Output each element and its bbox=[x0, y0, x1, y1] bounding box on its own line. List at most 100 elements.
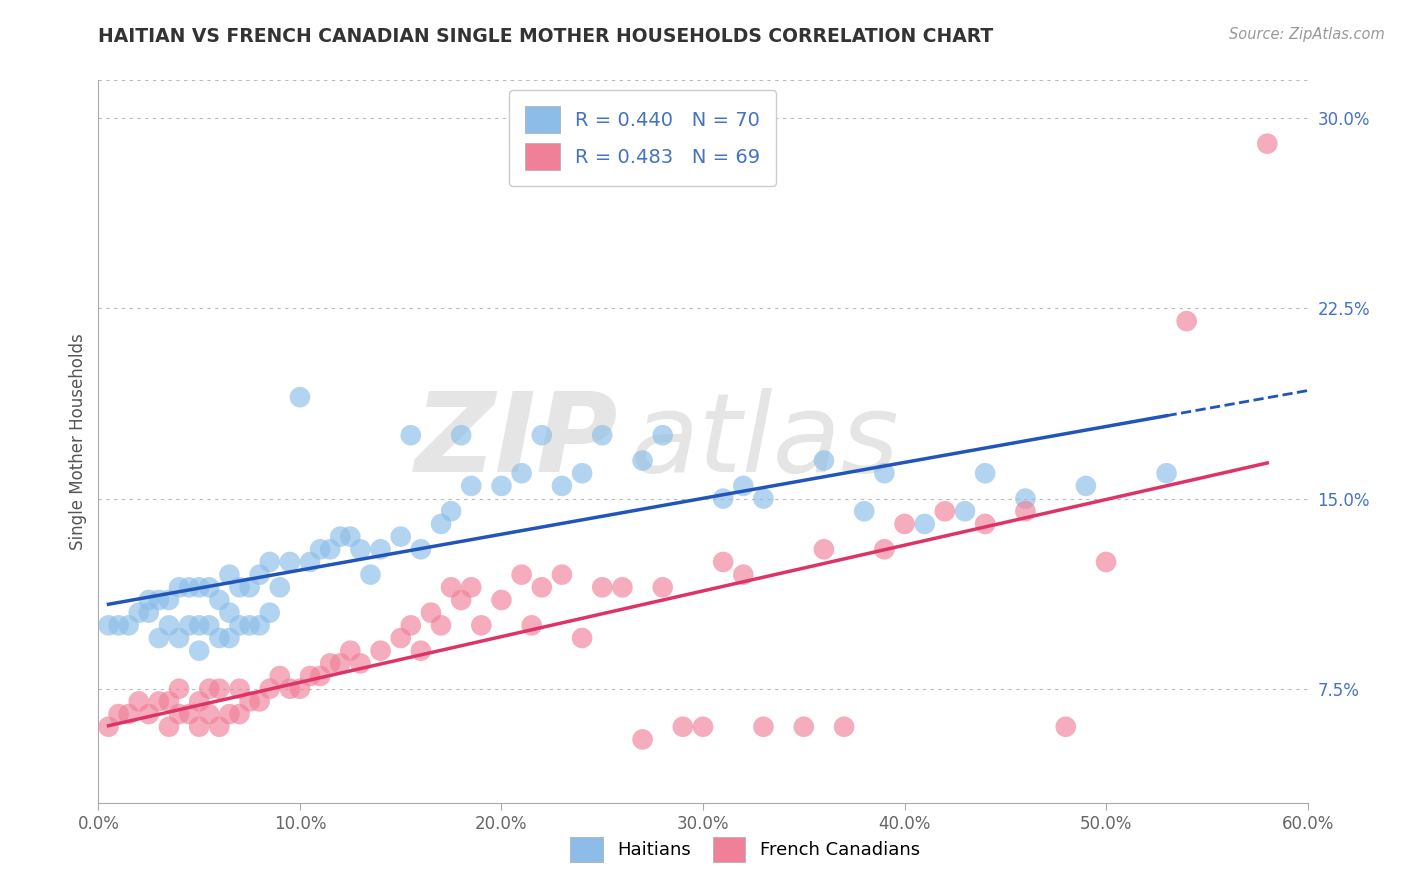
Point bbox=[319, 657, 342, 671]
Point bbox=[491, 479, 513, 493]
Point bbox=[329, 530, 352, 544]
Point bbox=[157, 720, 180, 734]
Point bbox=[399, 428, 422, 442]
Point bbox=[1074, 479, 1097, 493]
Point bbox=[208, 593, 231, 607]
Point bbox=[450, 428, 472, 442]
Point bbox=[1156, 467, 1178, 481]
Point bbox=[631, 453, 654, 467]
Point bbox=[309, 542, 332, 557]
Point bbox=[288, 681, 311, 696]
Y-axis label: Single Mother Households: Single Mother Households bbox=[69, 334, 87, 549]
Point bbox=[269, 669, 291, 683]
Point bbox=[167, 681, 190, 696]
Point bbox=[491, 593, 513, 607]
Point bbox=[1014, 491, 1036, 506]
Point bbox=[530, 428, 553, 442]
Point bbox=[179, 580, 201, 594]
Point bbox=[974, 467, 997, 481]
Point bbox=[188, 580, 211, 594]
Point bbox=[873, 542, 896, 557]
Point bbox=[612, 580, 634, 594]
Point bbox=[440, 580, 463, 594]
Point bbox=[752, 720, 775, 734]
Point bbox=[551, 479, 574, 493]
Point bbox=[288, 390, 311, 404]
Point bbox=[813, 542, 835, 557]
Point bbox=[208, 681, 231, 696]
Point bbox=[440, 504, 463, 518]
Point bbox=[208, 720, 231, 734]
Point bbox=[651, 428, 673, 442]
Point bbox=[188, 643, 211, 657]
Point bbox=[711, 491, 734, 506]
Point bbox=[571, 631, 593, 645]
Point bbox=[853, 504, 876, 518]
Point bbox=[1014, 504, 1036, 518]
Point bbox=[228, 618, 250, 632]
Point bbox=[249, 618, 271, 632]
Point bbox=[188, 618, 211, 632]
Point bbox=[157, 593, 180, 607]
Point bbox=[530, 580, 553, 594]
Point bbox=[389, 530, 412, 544]
Point bbox=[1095, 555, 1118, 569]
Point bbox=[259, 555, 281, 569]
Point bbox=[591, 580, 613, 594]
Point bbox=[239, 694, 262, 708]
Point bbox=[278, 681, 301, 696]
Point bbox=[893, 516, 915, 531]
Point bbox=[218, 631, 240, 645]
Point bbox=[510, 467, 533, 481]
Point bbox=[107, 618, 129, 632]
Point bbox=[349, 542, 371, 557]
Point bbox=[631, 732, 654, 747]
Point bbox=[188, 720, 211, 734]
Point bbox=[198, 681, 221, 696]
Point bbox=[370, 542, 392, 557]
Point bbox=[179, 707, 201, 722]
Point bbox=[319, 542, 342, 557]
Point bbox=[409, 542, 432, 557]
Point bbox=[299, 555, 322, 569]
Point bbox=[1256, 136, 1278, 151]
Point bbox=[711, 555, 734, 569]
Point bbox=[157, 694, 180, 708]
Point bbox=[551, 567, 574, 582]
Point bbox=[571, 467, 593, 481]
Legend: R = 0.440   N = 70, R = 0.483   N = 69: R = 0.440 N = 70, R = 0.483 N = 69 bbox=[509, 90, 776, 186]
Point bbox=[179, 618, 201, 632]
Point bbox=[228, 681, 250, 696]
Point bbox=[510, 567, 533, 582]
Point bbox=[914, 516, 936, 531]
Point bbox=[299, 669, 322, 683]
Point bbox=[409, 643, 432, 657]
Point bbox=[198, 580, 221, 594]
Point bbox=[97, 720, 120, 734]
Point bbox=[97, 618, 120, 632]
Point bbox=[278, 555, 301, 569]
Point bbox=[128, 606, 150, 620]
Legend: Haitians, French Canadians: Haitians, French Canadians bbox=[564, 830, 927, 870]
Point bbox=[349, 657, 371, 671]
Point bbox=[148, 694, 170, 708]
Point bbox=[832, 720, 855, 734]
Point bbox=[329, 657, 352, 671]
Point bbox=[460, 479, 482, 493]
Point bbox=[420, 606, 443, 620]
Point bbox=[157, 618, 180, 632]
Point bbox=[218, 567, 240, 582]
Point bbox=[591, 428, 613, 442]
Point bbox=[148, 593, 170, 607]
Point bbox=[813, 453, 835, 467]
Point bbox=[339, 530, 361, 544]
Point bbox=[360, 567, 382, 582]
Point bbox=[450, 593, 472, 607]
Point bbox=[520, 618, 543, 632]
Point bbox=[309, 669, 332, 683]
Point bbox=[934, 504, 956, 518]
Point bbox=[148, 631, 170, 645]
Point bbox=[793, 720, 815, 734]
Point bbox=[128, 694, 150, 708]
Point bbox=[167, 580, 190, 594]
